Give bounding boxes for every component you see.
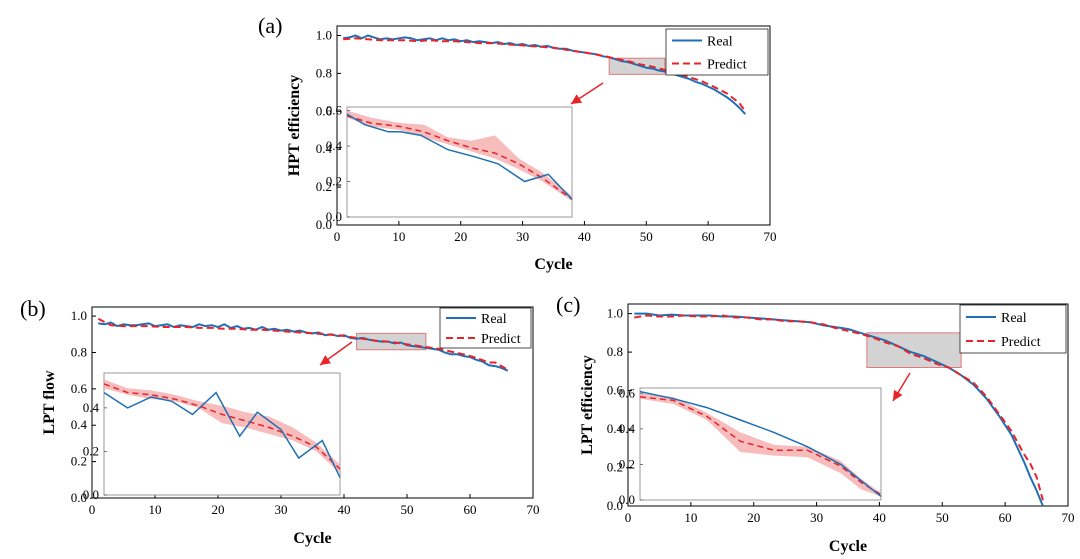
- legend-label-predict: Predict: [707, 58, 747, 73]
- x-tick-label: 60: [464, 502, 477, 517]
- series-line-predict: [634, 314, 1044, 501]
- series-line-predict: [97, 317, 509, 371]
- x-tick-label: 10: [149, 502, 162, 517]
- y-tick-label: 0.8: [316, 65, 332, 80]
- inset-y-tick-label: 0.6: [619, 385, 636, 400]
- y-tick-label: 1.0: [316, 27, 332, 42]
- y-tick-label: 0.2: [71, 454, 87, 469]
- inset-uncertainty-band: [104, 379, 340, 474]
- legend-box: [439, 307, 532, 349]
- y-tick-label: 1.0: [607, 306, 623, 321]
- inset-series-predict: [103, 383, 341, 470]
- y-tick-label: 0.6: [71, 381, 88, 396]
- y-tick-label: 0.4: [607, 421, 624, 436]
- legend-label-predict: Predict: [481, 332, 521, 347]
- x-axis-label: Cycle: [293, 530, 331, 547]
- x-tick-label: 60: [702, 229, 715, 244]
- x-tick-label: 40: [578, 229, 591, 244]
- y-tick-label: 0.4: [316, 141, 333, 156]
- plot-frame: [336, 25, 771, 226]
- x-tick-label: 20: [747, 510, 760, 525]
- x-tick-label: 0: [625, 510, 632, 525]
- inset-y-tick-label: 0.0: [619, 492, 635, 507]
- y-axis-label: LPT efficiency: [579, 355, 596, 455]
- x-tick-label: 40: [873, 510, 886, 525]
- y-tick-label: 0.0: [316, 217, 332, 232]
- x-tick-label: 50: [640, 229, 653, 244]
- plot-frame: [627, 303, 1069, 507]
- inset-y-tick-label: 0.4: [619, 421, 636, 436]
- zoom-arrow-head: [893, 389, 903, 401]
- plot-frame: [91, 306, 534, 499]
- legend-box: [959, 304, 1067, 354]
- inset-y-tick-label: 0.6: [326, 103, 343, 118]
- y-tick-label: 0.6: [316, 103, 333, 118]
- chart-panel-2: (b) 0 10 20 30 40 50 60 70 0.0 0.2 0.4 0.6 0.8 1.0 Cycl…: [20, 296, 540, 547]
- y-axis-label: HPT efficiency: [286, 75, 303, 176]
- x-axis-label: Cycle: [534, 256, 572, 273]
- x-tick-label: 60: [999, 510, 1012, 525]
- x-tick-label: 20: [454, 229, 467, 244]
- inset-y-tick-label: 0.2: [326, 174, 342, 189]
- x-tick-label: 40: [338, 502, 351, 517]
- legend-box: [665, 28, 769, 76]
- zoom-region-box: [866, 332, 962, 368]
- x-tick-label: 70: [527, 502, 540, 517]
- x-tick-label: 30: [810, 510, 823, 525]
- y-tick-label: 0.6: [607, 383, 624, 398]
- zoom-arrow-head: [320, 355, 331, 365]
- inset-series-real: [639, 390, 882, 497]
- panel-label: (b): [20, 296, 46, 321]
- inset-y-tick-label: 0.0: [83, 487, 99, 502]
- legend-label-real: Real: [707, 35, 733, 50]
- legend-label-real: Real: [1001, 311, 1027, 326]
- x-tick-label: 70: [764, 229, 777, 244]
- y-tick-label: 0.0: [71, 490, 87, 505]
- series-line-real: [98, 321, 509, 372]
- x-tick-label: 0: [334, 229, 341, 244]
- inset-series-predict: [639, 396, 882, 496]
- inset-series-predict: [346, 115, 573, 200]
- chart-panel-1: (a) 0 10 20 30 40 50 60 70 0.0 0.2 0.4 0.6 0.8 1.0 Cycl…: [258, 13, 777, 273]
- x-axis-label: Cycle: [829, 538, 867, 555]
- y-axis-label: LPT flow: [41, 370, 58, 435]
- inset-y-tick-label: 0.2: [619, 456, 635, 471]
- y-tick-label: 0.2: [316, 179, 332, 194]
- inset-y-tick-label: 0.4: [326, 138, 343, 153]
- y-tick-label: 1.0: [71, 308, 87, 323]
- x-tick-label: 50: [936, 510, 949, 525]
- x-tick-label: 20: [212, 502, 225, 517]
- y-tick-label: 0.2: [607, 460, 623, 475]
- panel-label: (c): [556, 292, 580, 317]
- inset-series-real: [346, 113, 573, 200]
- inset-y-tick-label: 0.4: [83, 400, 100, 415]
- y-tick-label: 0.8: [71, 344, 87, 359]
- x-tick-label: 70: [1062, 510, 1075, 525]
- x-tick-label: 0: [89, 502, 96, 517]
- x-tick-label: 30: [516, 229, 529, 244]
- x-tick-label: 30: [275, 502, 288, 517]
- chart-panel-3: (c) 0 10 20 30 40 50 60 70 0.0 0.2 0.4 0.6 0.8 1.0 Cycl…: [556, 292, 1075, 555]
- inset-uncertainty-band: [640, 393, 881, 497]
- x-tick-label: 10: [392, 229, 405, 244]
- y-tick-label: 0.8: [607, 344, 623, 359]
- legend-label-real: Real: [481, 312, 507, 327]
- inset-uncertainty-band: [347, 110, 572, 201]
- inset-y-tick-label: 0.2: [83, 443, 99, 458]
- inset-series-real: [103, 391, 341, 478]
- zoom-arrow-head: [571, 94, 583, 104]
- x-tick-label: 50: [401, 502, 414, 517]
- inset-y-tick-label: 0.0: [326, 209, 342, 224]
- x-tick-label: 10: [684, 510, 697, 525]
- legend-label-predict: Predict: [1001, 335, 1041, 350]
- y-tick-label: 0.4: [71, 417, 88, 432]
- y-tick-label: 0.0: [607, 498, 623, 513]
- panel-label: (a): [258, 13, 282, 38]
